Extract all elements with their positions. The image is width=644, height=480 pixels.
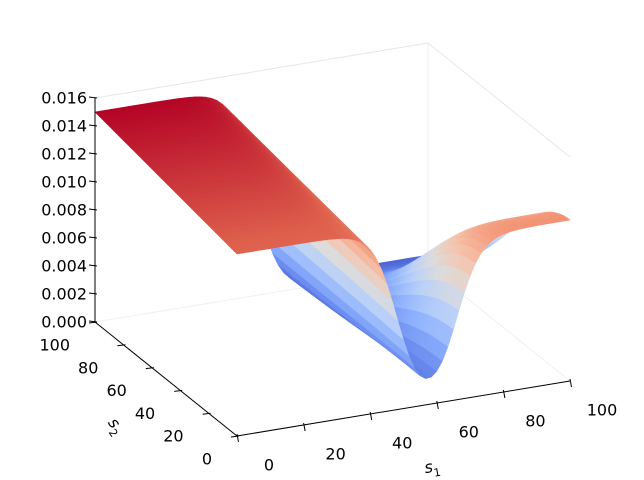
x-tick-label: 40: [392, 434, 412, 453]
x-axis-label: s1: [423, 455, 442, 480]
y-tick-label: 20: [163, 427, 183, 446]
x-tick-label: 80: [525, 412, 545, 431]
z-tick-label: 0.010: [41, 173, 87, 192]
y-tick-label: 0: [202, 450, 212, 469]
z-tick-label: 0.006: [41, 229, 87, 248]
x-tick: [236, 433, 239, 443]
x-tick: [369, 411, 373, 421]
y-tick-label: 60: [106, 381, 126, 400]
axes: 0 20 40 60 80 100 0 20 40 60 80 100 0.000 0.002 0.004 0…: [39, 89, 617, 480]
z-tick: [88, 320, 98, 323]
x-tick: [569, 378, 572, 388]
x-tick: [436, 400, 439, 410]
z-tick-label: 0.016: [41, 89, 87, 108]
z-tick-label: 0.014: [41, 117, 87, 136]
x-tick-label: 60: [459, 423, 479, 442]
y-tick: [174, 389, 183, 392]
axis-panes: [94, 42, 571, 382]
z-tick-label: 0.012: [41, 145, 87, 164]
surface-patch: [561, 217, 571, 222]
y-tick-label: 100: [39, 336, 70, 355]
z-tick: [88, 152, 98, 155]
x-tick-label: 100: [587, 401, 618, 420]
z-tick-label: 0.000: [41, 313, 87, 332]
z-tick: [88, 124, 98, 127]
y-tick: [202, 412, 211, 415]
surface-mesh: [94, 96, 571, 379]
z-tick: [88, 96, 98, 99]
y-tick: [117, 344, 126, 347]
x-axis-line: [236, 380, 571, 437]
y-tick: [230, 435, 240, 438]
z-tick: [88, 236, 98, 239]
x-tick: [502, 389, 506, 399]
y-axis-label: s2: [101, 414, 129, 440]
z-tick: [88, 208, 98, 211]
z-tick-label: 0.002: [41, 285, 87, 304]
y-tick-label: 80: [78, 358, 98, 377]
x-tick-label: 20: [325, 445, 345, 464]
y-tick-label: 40: [135, 404, 155, 423]
z-tick: [88, 264, 98, 267]
y-tick: [145, 367, 154, 370]
z-tick-label: 0.004: [41, 257, 87, 276]
x-tick-label: 0: [264, 456, 274, 475]
z-tick: [88, 292, 98, 295]
y-axis-line: [94, 321, 238, 437]
x-tick: [303, 422, 306, 432]
z-tick: [88, 180, 98, 183]
z-tick-label: 0.008: [41, 201, 87, 220]
